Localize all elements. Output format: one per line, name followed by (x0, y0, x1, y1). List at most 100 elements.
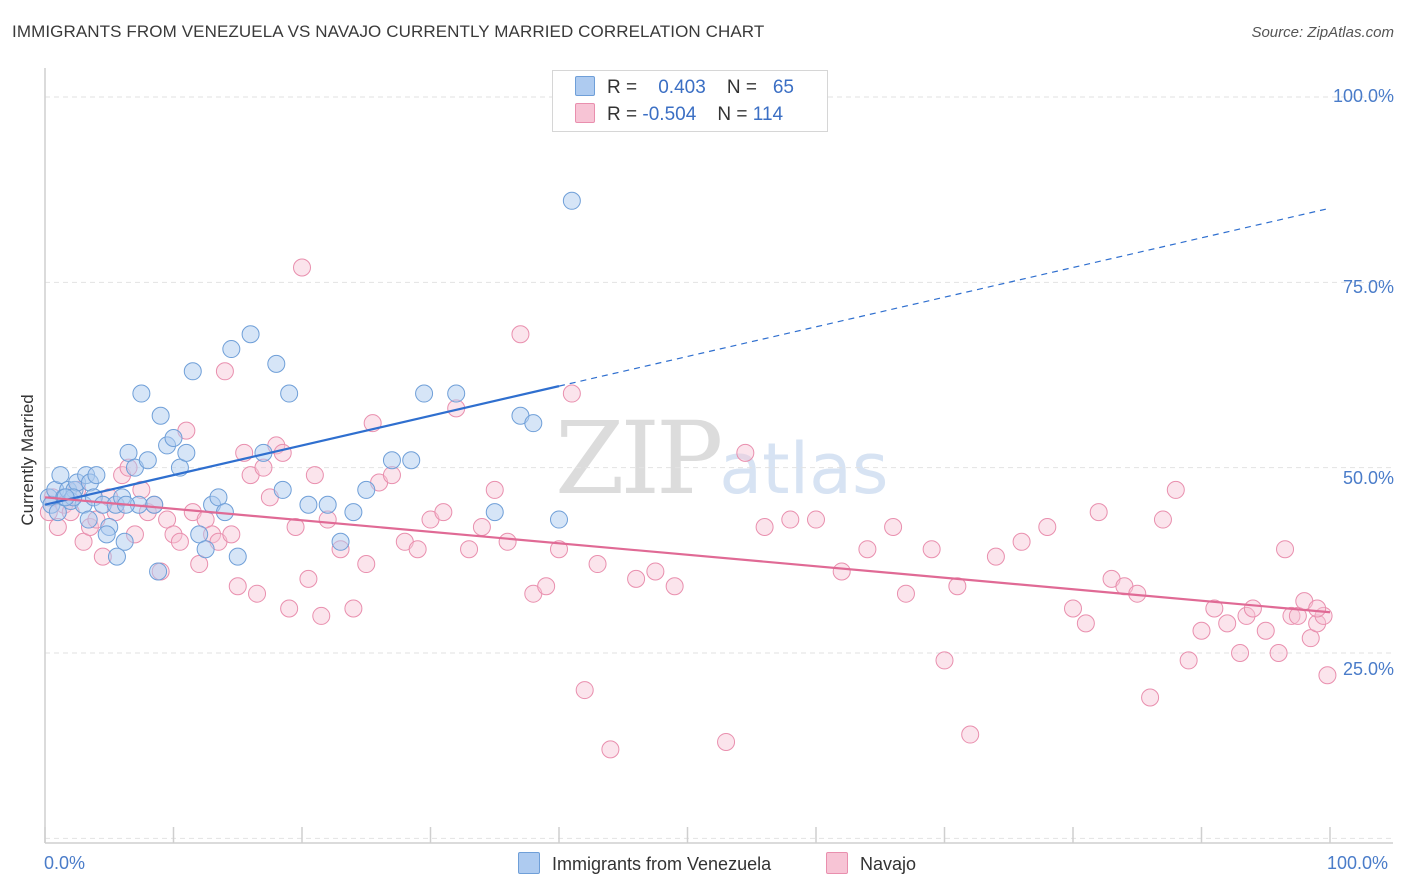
venezuela-point-46 (331, 532, 350, 551)
navajo-point-93 (1141, 688, 1160, 707)
watermark-atlas: atlas (719, 428, 889, 510)
venezuela-point-55 (524, 414, 543, 433)
venezuela-point-35 (209, 488, 228, 507)
navajo-point-67 (601, 740, 620, 759)
navajo-point-112 (1318, 666, 1337, 685)
venezuela-point-52 (447, 384, 466, 403)
navajo-point-70 (665, 577, 684, 596)
x-tick-label-min: 0.0% (44, 853, 86, 873)
venezuela-point-64 (149, 562, 168, 581)
venezuela-point-4 (51, 466, 70, 485)
bottom-legend-label: Navajo (860, 854, 917, 874)
legend-r-label: R = (607, 104, 638, 125)
y-tick-label-25: 25.0% (1342, 659, 1394, 679)
navajo-point-104 (1269, 644, 1288, 662)
venezuela-point-43 (280, 384, 299, 403)
venezuela-point-59 (107, 547, 126, 566)
navajo-point-6 (74, 532, 93, 551)
navajo-point-86 (1038, 517, 1057, 536)
navajo-point-76 (832, 562, 851, 581)
legend-r-value: 0.403 (658, 77, 706, 98)
venezuela-trend-line (44, 385, 560, 506)
navajo-point-84 (986, 547, 1005, 566)
venezuela-point-49 (382, 451, 401, 470)
correlation-legend: R = 0.403 N = 65 R = -0.504 N = 114 (552, 70, 828, 132)
y-axis-label: Currently Married (18, 394, 37, 526)
navajo-point-73 (755, 517, 774, 536)
navajo-point-82 (948, 577, 967, 596)
navajo-point-43 (312, 606, 331, 625)
bottom-legend-swatch-blue (518, 852, 540, 874)
navajo-point-42 (305, 466, 324, 485)
navajo-point-77 (858, 540, 877, 559)
navajo-point-113 (1308, 599, 1327, 618)
venezuela-point-31 (183, 362, 202, 381)
navajo-point-52 (408, 540, 427, 559)
venezuela-point-61 (79, 510, 98, 529)
navajo-point-71 (717, 732, 736, 751)
y-tick-label-100: 100.0% (1332, 86, 1394, 106)
venezuela-point-63 (56, 488, 75, 507)
navajo-point-54 (434, 503, 453, 522)
navajo-point-38 (280, 599, 299, 618)
navajo-point-100 (1231, 644, 1250, 662)
navajo-point-56 (460, 540, 479, 559)
navajo-point-63 (550, 540, 568, 559)
venezuela-point-32 (190, 525, 209, 544)
venezuela-point-19 (115, 532, 134, 551)
navajo-point-95 (1166, 480, 1185, 499)
navajo-point-102 (1243, 599, 1262, 618)
venezuela-point-33 (196, 540, 215, 559)
navajo-point-28 (215, 362, 234, 381)
venezuela-point-30 (177, 443, 196, 462)
navajo-point-103 (1256, 621, 1275, 640)
venezuela-point-39 (241, 325, 260, 344)
navajo-point-87 (1064, 599, 1082, 618)
navajo-point-107 (1288, 606, 1307, 625)
venezuela-point-37 (222, 340, 241, 359)
venezuela-point-53 (485, 503, 504, 522)
venezuela-point-44 (299, 495, 318, 514)
legend-r-value: -0.504 (642, 104, 697, 125)
navajo-point-109 (1301, 629, 1320, 648)
venezuela-point-25 (145, 495, 164, 514)
navajo-point-64 (562, 384, 581, 403)
legend-row-venezuela: R = 0.403 N = 65 (575, 76, 794, 98)
venezuela-trend-extension (558, 207, 1331, 387)
navajo-point-41 (299, 569, 318, 588)
navajo-point-30 (228, 577, 247, 596)
navajo-point-57 (472, 517, 491, 536)
zipatlas-watermark: ZIPatlas (555, 400, 888, 517)
venezuela-point-24 (138, 451, 157, 470)
navajo-point-74 (781, 510, 800, 529)
navajo-point-80 (922, 540, 941, 559)
navajo-point-69 (646, 562, 665, 581)
navajo-point-89 (1089, 503, 1108, 522)
navajo-point-85 (1012, 532, 1031, 551)
navajo-point-72 (736, 443, 755, 462)
venezuela-point-23 (132, 384, 151, 403)
navajo-point-105 (1276, 540, 1295, 559)
legend-swatch-pink (575, 103, 595, 123)
venezuela-point-28 (164, 429, 183, 448)
venezuela-point-47 (344, 503, 363, 522)
venezuela-point-57 (562, 191, 581, 210)
navajo-point-79 (896, 584, 915, 603)
venezuela-point-51 (415, 384, 434, 403)
navajo-point-88 (1076, 614, 1095, 633)
source-label: Source: ZipAtlas.com (1251, 24, 1394, 41)
bottom-legend-venezuela: Immigrants from Venezuela (518, 852, 771, 875)
navajo-point-60 (511, 325, 530, 344)
navajo-point-97 (1192, 621, 1211, 640)
venezuela-point-50 (402, 451, 421, 470)
venezuela-point-26 (151, 406, 170, 425)
navajo-point-101 (1237, 606, 1256, 625)
venezuela-point-20 (119, 443, 138, 462)
venezuela-point-60 (97, 525, 116, 544)
navajo-point-94 (1153, 510, 1172, 529)
navajo-point-62 (537, 577, 556, 596)
navajo-point-81 (935, 651, 954, 670)
legend-r-label: R = (607, 77, 638, 98)
venezuela-point-14 (87, 466, 106, 485)
legend-n-label: N = (726, 77, 758, 98)
